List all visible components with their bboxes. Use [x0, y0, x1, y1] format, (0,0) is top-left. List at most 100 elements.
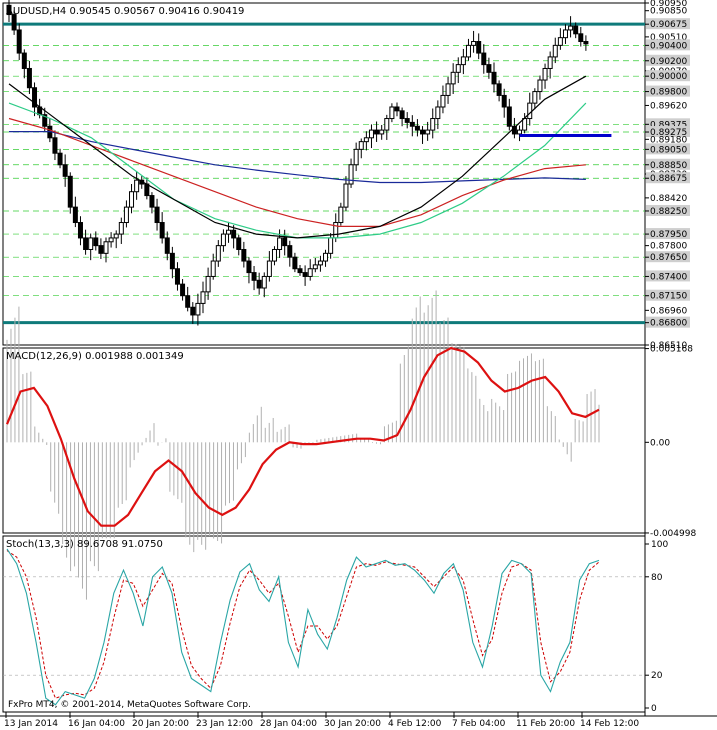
candle-body [562, 29, 568, 39]
level-label-bg [646, 143, 690, 155]
candle-body [169, 252, 175, 270]
price-label: 0.89275 [650, 128, 687, 138]
candle-body [430, 118, 436, 131]
price-label: 0.86510 [650, 341, 687, 351]
candle-body [368, 129, 374, 139]
macd-label: -0.004998 [650, 529, 696, 539]
candle-body [287, 245, 293, 258]
candle-body [6, 4, 12, 16]
level-label-bg [646, 39, 690, 51]
x-axis-label: 28 Jan 04:00 [260, 719, 317, 729]
candle-body [297, 268, 303, 274]
price-label: 0.89800 [650, 88, 687, 98]
price-label: 0.87650 [650, 253, 687, 263]
candle-body [384, 118, 390, 131]
stoch-label: 100 [651, 540, 668, 550]
candle-body [113, 233, 119, 239]
price-label: 0.87800 [650, 242, 687, 252]
candle-body [568, 25, 574, 31]
candle-body [118, 222, 124, 235]
price-label: 0.88420 [650, 194, 687, 204]
stochastic-panel-frame [2, 535, 646, 713]
sma-blue-line [9, 131, 586, 184]
candle-body [83, 237, 89, 250]
candle-body [353, 148, 359, 166]
candle-body [317, 260, 323, 266]
price-panel-frame [2, 2, 646, 346]
stoch-label: 0 [651, 704, 657, 714]
candle-body [266, 260, 272, 277]
candle-body [338, 206, 344, 224]
candle-body [573, 25, 579, 35]
candle-body [236, 237, 242, 250]
x-axis-label: 30 Jan 20:00 [324, 719, 381, 729]
level-label-bg [646, 228, 690, 240]
candle-body [26, 67, 32, 89]
price-label: 0.89375 [650, 120, 687, 130]
candle-body [420, 129, 426, 135]
candle-body [282, 237, 288, 247]
x-axis-label: 14 Feb 12:00 [580, 719, 639, 729]
candle-body [363, 137, 369, 143]
candle-body [11, 14, 17, 31]
candle-body [246, 260, 252, 274]
candle-body [307, 268, 313, 277]
candle-body [323, 252, 329, 262]
price-label: 0.90000 [650, 72, 687, 82]
stoch-header: Stoch(13,3,3) 89.6708 91.0750 [6, 539, 163, 550]
candle-body [154, 206, 160, 224]
candle-body [496, 83, 502, 96]
price-label: 0.89180 [650, 135, 687, 145]
level-label-bg [646, 251, 690, 263]
level-label-bg [646, 126, 690, 138]
candle-body [532, 91, 538, 104]
price-label: 0.90950 [650, 0, 687, 9]
level-label-bg [646, 172, 690, 184]
candle-body [67, 175, 73, 208]
candle-body [205, 275, 211, 293]
candle-body [98, 245, 104, 254]
macd-label: 0.005168 [650, 345, 693, 355]
candle-body [440, 94, 446, 108]
x-axis-label: 11 Feb 20:00 [516, 719, 575, 729]
candle-body [103, 241, 109, 254]
candle-body [215, 245, 221, 262]
x-axis-label: 7 Feb 04:00 [452, 719, 506, 729]
candle-body [226, 229, 232, 235]
candle-body [358, 141, 364, 150]
level-label-bg [646, 85, 690, 97]
candle-body [328, 237, 334, 254]
candle-body [374, 129, 380, 135]
level-label-bg [646, 158, 690, 170]
candle-body [501, 94, 507, 108]
macd-panel-frame [2, 347, 646, 534]
candle-body [409, 121, 415, 127]
x-axis-label: 23 Jan 12:00 [196, 719, 253, 729]
candle-body [552, 44, 558, 58]
candle-body [394, 106, 400, 112]
candle-body [210, 260, 216, 277]
macd-signal-line [5, 346, 600, 527]
level-label-bg [646, 316, 690, 328]
candle-body [42, 114, 48, 127]
candle-body [220, 233, 226, 247]
candle-body [399, 110, 405, 120]
level-label-bg [646, 118, 690, 130]
candle-body [547, 56, 553, 69]
price-label: 0.87400 [650, 272, 687, 282]
price-label: 0.89620 [650, 101, 687, 111]
candle-body [200, 291, 206, 304]
candle-body [134, 179, 140, 193]
price-label: 0.90850 [650, 7, 687, 17]
candle-body [312, 264, 318, 270]
candle-body [389, 106, 395, 120]
candle-body [261, 275, 267, 289]
candle-body [256, 279, 262, 289]
candle-body [277, 237, 283, 250]
macd-header: MACD(12,26,9) 0.001988 0.001349 [6, 351, 184, 362]
candle-body [185, 295, 191, 308]
candle-body [537, 79, 543, 93]
level-label-bg [646, 18, 690, 30]
candle-body [164, 237, 170, 254]
x-axis-label: 4 Feb 12:00 [388, 719, 442, 729]
